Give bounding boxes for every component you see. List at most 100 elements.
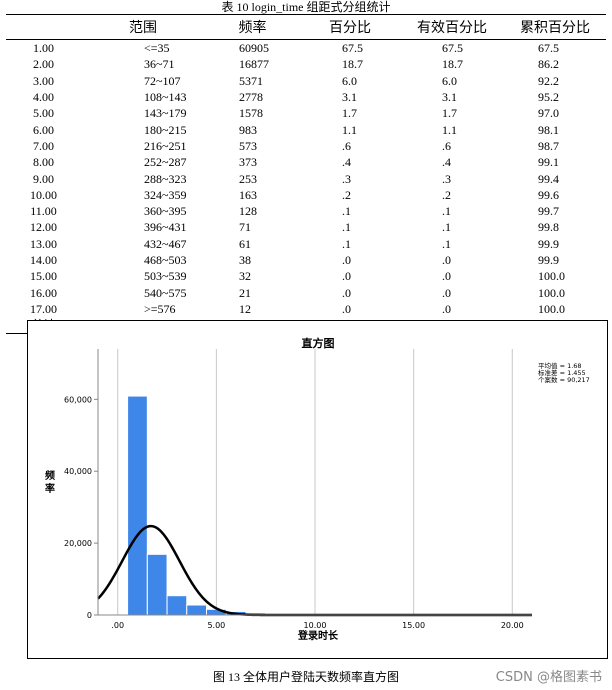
cell-group: 3.00 — [33, 73, 54, 88]
figure-caption: 图 13 全体用户登陆天数频率直方图 — [212, 670, 399, 684]
y-tick-labels: 0 20,000 40,000 60,000 — [64, 395, 98, 620]
histogram-bar — [166, 595, 188, 616]
header-range: 范围 — [81, 14, 205, 40]
cell-cumulative-percent: 98.7 — [538, 138, 559, 153]
cell-percent: 67.5 — [342, 41, 363, 56]
cell-cumulative-percent: 99.1 — [538, 155, 559, 170]
cell-group: 9.00 — [33, 171, 54, 186]
cell-frequency: 373 — [239, 155, 257, 170]
cell-frequency: 32 — [239, 269, 251, 284]
cell-cumulative-percent: 97.0 — [538, 106, 559, 121]
axes — [97, 349, 532, 616]
cell-range: 216~251 — [144, 138, 187, 153]
cell-percent: .0 — [342, 301, 351, 316]
cell-percent: 1.7 — [342, 106, 357, 121]
cell-range: 143~179 — [144, 106, 187, 121]
histogram-bar — [186, 604, 207, 616]
cell-frequency: 128 — [239, 204, 257, 219]
chart-title: 直方图 — [302, 336, 335, 350]
cell-group: 14.00 — [30, 253, 57, 267]
cell-range: 324~359 — [144, 187, 187, 202]
cell-percent: .0 — [342, 285, 351, 300]
cell-cumulative-percent: 92.2 — [538, 73, 559, 88]
table-body: 1.00 <=35 60905 67.5 67.5 67.5 2.00 36~71 16877 1… — [6, 40, 606, 335]
cell-frequency: 16877 — [239, 57, 269, 72]
cell-cumulative-percent: 98.1 — [538, 122, 559, 137]
cell-group: 16.00 — [30, 285, 57, 300]
cell-cumulative-percent: 99.7 — [538, 204, 559, 219]
cell-percent: .6 — [342, 138, 351, 153]
cell-cumulative-percent: 67.5 — [538, 41, 559, 56]
cell-valid-percent: .1 — [442, 204, 451, 219]
cell-group: 1.00 — [33, 41, 54, 56]
cell-cumulative-percent: 99.9 — [538, 236, 559, 251]
stats-line: 平均值 = 1.68 — [538, 361, 582, 370]
y-tick-label: 0 — [87, 611, 92, 620]
histogram-bar — [127, 395, 148, 616]
cell-range: 432~467 — [144, 236, 187, 251]
table-row: 2.00 36~71 16877 18.7 18.7 86.2 — [6, 56, 606, 72]
x-tick-label: 10.00 — [304, 621, 327, 630]
cell-percent: .2 — [342, 187, 351, 202]
table-row: 5.00 143~179 1578 1.7 1.7 97.0 — [6, 105, 606, 121]
cell-group: 11.00 — [30, 204, 57, 219]
cell-group: 7.00 — [33, 138, 54, 153]
histogram-chart: 直方图 .00 5.00 10.00 15.00 20.00 0 20,000 40,000… — [27, 320, 608, 659]
cell-valid-percent: .6 — [442, 138, 451, 153]
cell-range: >=576 — [144, 301, 176, 316]
cell-frequency: 21 — [239, 285, 251, 300]
cell-group: 15.00 — [30, 269, 57, 284]
cell-percent: 18.7 — [342, 57, 363, 72]
table-row: 7.00 216~251 573 .6 .6 98.7 — [6, 138, 606, 154]
table-row: 16.00 540~575 21 .0 .0 100.0 — [6, 284, 606, 300]
table-row: 12.00 396~431 71 .1 .1 99.8 — [6, 219, 606, 235]
cell-frequency: 12 — [239, 301, 251, 316]
cell-range: 503~539 — [144, 269, 187, 284]
cell-valid-percent: 3.1 — [442, 90, 457, 105]
header-frequency: 频率 — [205, 14, 300, 40]
cell-frequency: 253 — [239, 171, 257, 186]
histogram-bars — [127, 395, 464, 616]
x-tick-label: .00 — [111, 621, 124, 630]
cell-valid-percent: .0 — [442, 253, 451, 267]
cell-percent: 3.1 — [342, 90, 357, 105]
cell-group: 4.00 — [33, 90, 54, 105]
table-row: 11.00 360~395 128 .1 .1 99.7 — [6, 203, 606, 219]
x-tick-label: 5.00 — [207, 621, 225, 630]
histogram-svg: 直方图 .00 5.00 10.00 15.00 20.00 0 20,000 40,000… — [45, 336, 590, 642]
table-row: 6.00 180~215 983 1.1 1.1 98.1 — [6, 121, 606, 137]
cell-frequency: 61 — [239, 236, 251, 251]
cell-range: 252~287 — [144, 155, 187, 170]
table-row: 15.00 503~539 32 .0 .0 100.0 — [6, 268, 606, 284]
cell-cumulative-percent: 86.2 — [538, 57, 559, 72]
y-tick-label: 40,000 — [64, 467, 92, 476]
table-row: 9.00 288~323 253 .3 .3 99.4 — [6, 170, 606, 186]
frequency-table: 范围 频率 百分比 有效百分比 累积百分比 1.00 <=35 60905 67.5 6… — [6, 14, 606, 335]
cell-range: 288~323 — [144, 171, 187, 186]
cell-percent: .4 — [342, 155, 351, 170]
cell-valid-percent: 1.1 — [442, 122, 457, 137]
x-tick-labels: .00 5.00 10.00 15.00 20.00 — [111, 621, 523, 630]
table-row: 13.00 432~467 61 .1 .1 99.9 — [6, 236, 606, 252]
cell-valid-percent: 6.0 — [442, 73, 457, 88]
cell-cumulative-percent: 100.0 — [538, 269, 565, 284]
cell-cumulative-percent: 99.8 — [538, 220, 559, 235]
cell-range: 540~575 — [144, 285, 187, 300]
cell-group: 2.00 — [33, 57, 54, 72]
cell-percent: .3 — [342, 171, 351, 186]
x-tick-label: 20.00 — [501, 621, 524, 630]
cell-valid-percent: 67.5 — [442, 41, 463, 56]
cell-valid-percent: 1.7 — [442, 106, 457, 121]
header-group — [6, 14, 81, 40]
cell-range: <=35 — [144, 41, 170, 56]
histogram-bar — [146, 553, 168, 616]
table-caption: 表 10 login_time 组距式分组统计 — [221, 0, 391, 14]
x-tick-label: 15.00 — [402, 621, 425, 630]
cell-group: 6.00 — [33, 122, 54, 137]
table-row: 3.00 72~107 5371 6.0 6.0 92.2 — [6, 73, 606, 89]
x-axis-label: 登录时长 — [297, 629, 339, 642]
cell-frequency: 71 — [239, 220, 251, 235]
table-header-row: 范围 频率 百分比 有效百分比 累积百分比 — [6, 14, 606, 40]
table-row: 8.00 252~287 373 .4 .4 99.1 — [6, 154, 606, 170]
